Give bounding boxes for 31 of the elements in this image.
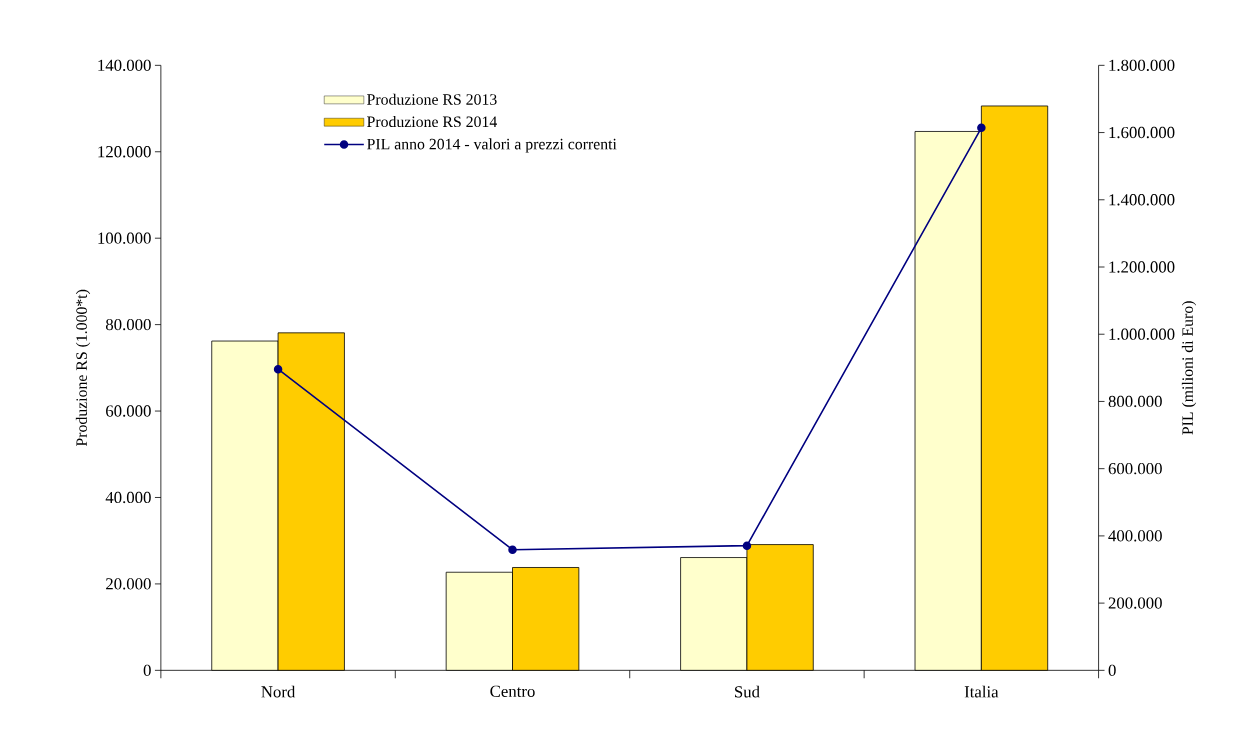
legend-label: Produzione RS 2013: [367, 93, 497, 105]
y-tick-label: 140.000: [98, 59, 151, 72]
x-tick-label: Sud: [735, 685, 760, 698]
y2-tick-label: 600.000: [1108, 463, 1162, 475]
y-tick-label: 40.000: [105, 492, 151, 504]
y-tick-label: 120.000: [98, 146, 151, 158]
y2-tick-label: 1.600.000: [1109, 127, 1175, 139]
y-axis-title: Produzione RS (1.000*t): [75, 290, 91, 447]
y2-tick-label: 400.000: [1108, 530, 1162, 542]
y2-tick-label: 1.000.000: [1109, 328, 1175, 341]
y2-tick-label: 1.200.000: [1109, 261, 1175, 273]
point: [742, 541, 752, 551]
y2-tick-label: 200.000: [1108, 597, 1162, 610]
y-tick-label: 20.000: [106, 578, 151, 590]
y-tick-label: 0: [143, 664, 151, 677]
legend-label: PIL anno 2014 - valori a prezzi correnti: [367, 138, 617, 153]
legend-label: Produzione RS 2014: [367, 116, 498, 128]
y2-tick-label: 0: [1108, 664, 1116, 677]
y-tick-label: 60.000: [106, 405, 151, 417]
point: [273, 365, 283, 374]
y2-tick-label: 1.800.000: [1109, 59, 1175, 72]
y-tick-label: 100.000: [98, 232, 151, 245]
point: [508, 545, 517, 555]
y2-tick-label: 800.000: [1108, 395, 1162, 408]
point: [977, 123, 986, 133]
x-tick-label: Nord: [261, 685, 296, 698]
y-tick-label: 80.000: [105, 319, 151, 331]
y2-axis-title: PIL (milioni di Euro): [1181, 301, 1197, 435]
y2-tick-label: 1.400.000: [1109, 194, 1175, 206]
x-tick-label: Italia: [964, 685, 999, 698]
x-tick-label: Centro: [490, 685, 535, 698]
